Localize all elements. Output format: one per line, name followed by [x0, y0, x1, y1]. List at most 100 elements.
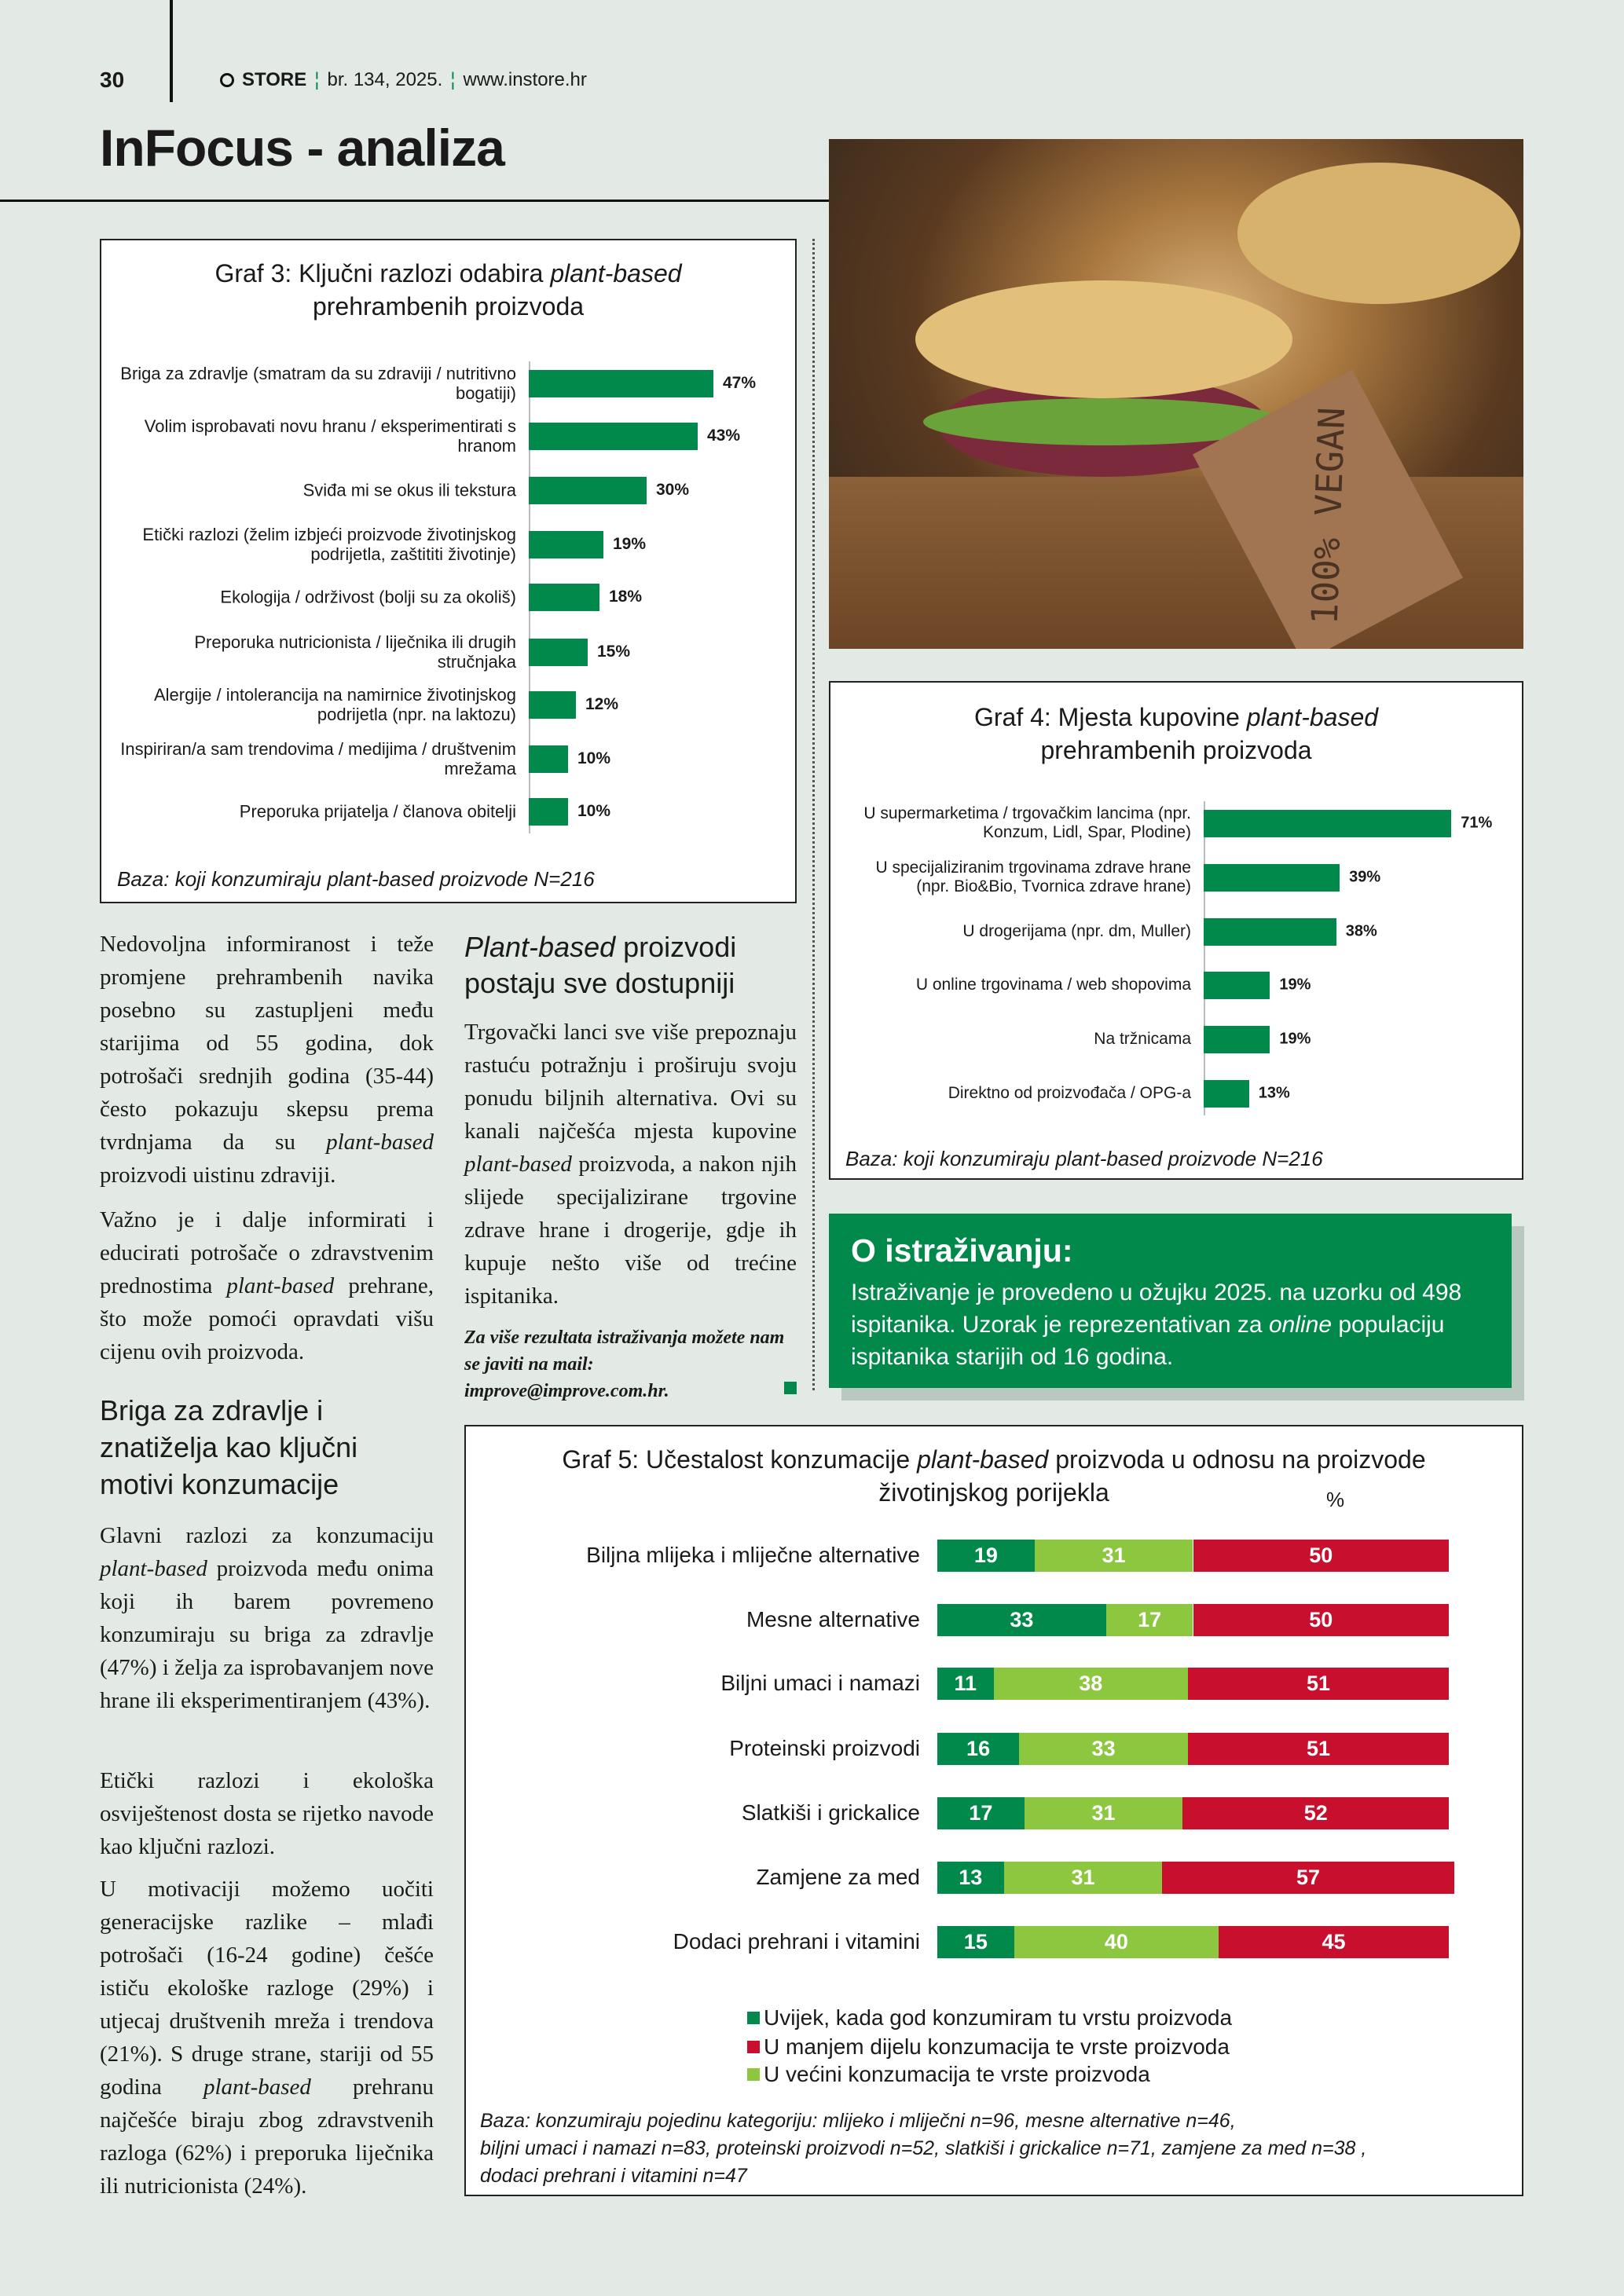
emphasis: online — [1268, 1312, 1333, 1338]
paragraph: Trgovački lanci sve više prepoznaju rast… — [464, 1016, 797, 1313]
info-text: Istraživanje je provedeno u ožujku 2025.… — [851, 1276, 1490, 1373]
category-label: Alergije / intolerancija na namirnice ži… — [153, 685, 516, 724]
bar-segment: 51 — [1187, 1732, 1449, 1765]
bar-segment: 19 — [937, 1539, 1035, 1572]
text-run: Etički razlozi i ekološka osviještenost … — [100, 1768, 434, 1859]
chart-note: Baza: konzumiraju pojedinu kategoriju: m… — [480, 2110, 1236, 2132]
bar — [529, 369, 713, 397]
photo-bun — [1237, 163, 1520, 304]
text-run: Nedovoljna informiranost i teže promjene… — [100, 932, 434, 1155]
category-label: Dodaci prehrani i vitamini — [673, 1929, 920, 1954]
bar — [1204, 917, 1336, 946]
category-label: Biljni umaci i namazi — [720, 1671, 920, 1695]
bar — [1204, 1079, 1249, 1108]
emphasis: Plant-based — [464, 931, 616, 963]
unit-label: % — [1326, 1488, 1345, 1511]
contact-note: Za više rezultata istraživanja možete na… — [464, 1324, 797, 1404]
value-label: 10% — [577, 802, 611, 820]
separator: ¦ — [314, 69, 320, 90]
legend-swatch — [747, 2068, 760, 2081]
chart-title-line: životinjskog porijekla — [464, 1476, 1523, 1509]
value-label: 47% — [723, 374, 757, 392]
chart-title-line: Graf 4: Mjesta kupovine plant-based — [829, 701, 1523, 734]
legend-swatch — [747, 2041, 760, 2053]
category-label: U drogerijama (npr. dm, Muller) — [962, 922, 1191, 940]
category-label: U online trgovinama / web shopovima — [915, 976, 1191, 994]
logo-icon — [220, 73, 234, 87]
value-label: 51 — [1306, 1671, 1330, 1695]
separator: ¦ — [450, 69, 456, 90]
bar-segment: 50 — [1193, 1539, 1449, 1572]
bar-segment: 31 — [1034, 1539, 1193, 1572]
value-label: 39% — [1349, 868, 1381, 886]
value-label: 18% — [609, 588, 643, 606]
category-label: Slatkiši i grickalice — [741, 1800, 920, 1825]
bar — [529, 530, 603, 558]
chart-title-line: Graf 3: Ključni razlozi odabira plant-ba… — [100, 257, 797, 290]
site: www.instore.hr — [463, 69, 587, 90]
paragraph: Važno je i dalje informirati i educirati… — [100, 1203, 434, 1368]
text-run: Graf 3: Ključni razlozi odabira — [214, 259, 551, 287]
legend-label: U većini konzumacija te vrste proizvoda — [764, 2062, 1150, 2086]
paragraph: Glavni razlozi za konzumaciju plant-base… — [100, 1519, 434, 1717]
value-label: 13 — [959, 1865, 983, 1889]
value-label: 31 — [1091, 1800, 1116, 1825]
photo: 100% VEGAN — [829, 139, 1523, 649]
value-label: 19 — [973, 1543, 998, 1567]
text-run: proizvoda u odnosu na proizvode — [1048, 1445, 1426, 1474]
tag-text: 100% VEGAN — [1303, 406, 1353, 626]
category-label: Sviđa mi se okus ili tekstura — [302, 480, 516, 500]
info-title: O istraživanju: — [851, 1232, 1073, 1269]
value-label: 33 — [1091, 1736, 1116, 1760]
value-label: 12% — [585, 695, 619, 713]
value-label: 50 — [1309, 1543, 1333, 1567]
value-label: 15% — [597, 643, 631, 661]
bar-segment: 17 — [937, 1796, 1025, 1829]
category-label: Biljna mlijeka i mliječne alternative — [586, 1543, 920, 1567]
section-heading: Plant-based proizvodi postaju sve dostup… — [464, 929, 797, 1002]
section-heading: Briga za zdravlje i znatiželja kao ključ… — [100, 1392, 434, 1503]
value-label: 45 — [1322, 1929, 1346, 1954]
header-rule — [170, 0, 173, 102]
text-run: proizvoda, a nakon njih slijede specijal… — [464, 1152, 797, 1309]
bar-segment: 52 — [1182, 1796, 1449, 1829]
value-label: 51 — [1306, 1736, 1330, 1760]
value-label: 16 — [966, 1736, 991, 1760]
text-run: životinjskog porijekla — [878, 1478, 1109, 1507]
category-label: Inspiriran/a sam trendovima / medijima /… — [120, 739, 516, 778]
value-label: 31 — [1071, 1865, 1095, 1889]
chart-note: dodaci prehrani i vitamini n=47 — [480, 2165, 747, 2187]
bar — [1204, 809, 1452, 837]
bar-segment: 33 — [1019, 1732, 1188, 1765]
text-run: prehrane, što može pomoći opravdati višu… — [100, 1273, 434, 1364]
bar-segment: 51 — [1187, 1667, 1449, 1700]
category-label: Ekologija / održivost (bolji su za okoli… — [220, 587, 516, 607]
chart-title-line: prehrambenih proizvoda — [829, 734, 1523, 767]
emphasis: plant-based — [203, 2074, 311, 2100]
legend-label: U manjem dijelu konzumacija te vrste pro… — [764, 2034, 1230, 2059]
photo-bun — [915, 280, 1292, 398]
bar — [529, 797, 568, 826]
bar-segment: 11 — [937, 1667, 994, 1700]
value-label: 71% — [1461, 814, 1493, 832]
bar — [1204, 863, 1340, 892]
text-run: proizvodi uistinu zdraviji. — [100, 1163, 336, 1188]
bar-segment: 31 — [1024, 1796, 1183, 1829]
text-run: proizvodi postaju sve dostupniji — [464, 931, 737, 999]
value-label: 57 — [1296, 1865, 1320, 1889]
text-run: Glavni razlozi za konzumaciju — [100, 1523, 434, 1548]
paragraph: U motivaciji možemo uočiti generacijske … — [100, 1873, 434, 2203]
emphasis: plant-based — [917, 1445, 1049, 1474]
category-label: Etički razlozi (želim izbjeći proizvode … — [142, 525, 516, 564]
category-label: Na tržnicama — [1094, 1030, 1191, 1048]
value-label: 52 — [1303, 1800, 1328, 1825]
category-label: U specijaliziranim trgovinama zdrave hra… — [875, 859, 1191, 895]
brand: STORE — [242, 69, 307, 90]
bar — [529, 638, 588, 666]
chart-graf3 — [100, 239, 797, 903]
bar-segment: 50 — [1193, 1603, 1449, 1636]
bar-segment: 13 — [937, 1861, 1004, 1894]
value-label: 19% — [1279, 1030, 1311, 1048]
text-run: populaciju ispitanika starijih od 16 god… — [851, 1312, 1445, 1370]
